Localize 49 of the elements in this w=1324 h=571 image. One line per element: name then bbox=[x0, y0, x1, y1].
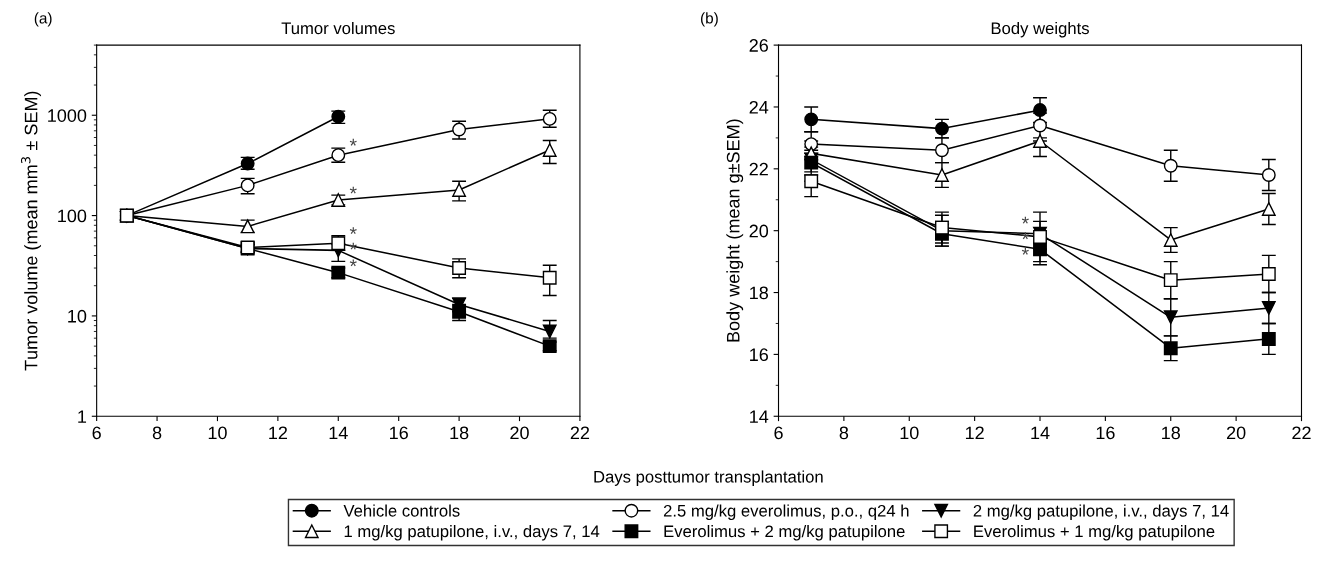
legend-label: Everolimus + 2 mg/kg patupilone bbox=[664, 525, 905, 541]
x-tick-label: 6 bbox=[92, 426, 101, 440]
x-tick-label: 20 bbox=[1226, 426, 1246, 440]
x-tick-label: 12 bbox=[269, 426, 288, 440]
annotation: * bbox=[349, 259, 357, 267]
annotation: * bbox=[1021, 232, 1029, 240]
y-tick-label: 100 bbox=[58, 209, 87, 223]
x-tick-label: 22 bbox=[570, 426, 590, 440]
x-tick-label: 10 bbox=[208, 426, 227, 440]
x-tick-label: 14 bbox=[1031, 426, 1050, 440]
y-axis-title: Body weight (mean g±SEM) bbox=[726, 119, 744, 342]
x-tick-label: 6 bbox=[774, 426, 783, 440]
x-tick-label: 18 bbox=[1162, 426, 1180, 440]
legend-label: Vehicle controls bbox=[343, 504, 460, 517]
x-tick-label: 16 bbox=[1096, 426, 1115, 440]
x-tick-label: 14 bbox=[329, 426, 348, 440]
chart-title: Body weights bbox=[991, 21, 1089, 38]
y-tick-label: 16 bbox=[750, 348, 768, 362]
y-tick-label: 24 bbox=[749, 100, 769, 114]
x-axis-title: Days posttumor transplantation bbox=[594, 470, 823, 486]
y-tick-label: 1000 bbox=[48, 109, 87, 122]
x-tick-label: 18 bbox=[450, 426, 469, 440]
x-tick-label: 8 bbox=[839, 426, 849, 440]
x-tick-label: 20 bbox=[510, 426, 529, 440]
x-tick-label: 10 bbox=[900, 426, 919, 440]
chart-title: Tumor volumes bbox=[281, 21, 395, 35]
y-tick-label: 26 bbox=[749, 39, 768, 52]
annotation: * bbox=[349, 227, 357, 234]
y-tick-label: 22 bbox=[749, 162, 768, 176]
legend-label: Everolimus + 1 mg/kg patupilone bbox=[974, 525, 1215, 541]
annotation: * bbox=[1021, 247, 1029, 255]
legend-label: 2.5 mg/kg everolimus, p.o., q24 h bbox=[663, 504, 909, 520]
y-tick-label: 14 bbox=[750, 410, 769, 423]
text: (b) bbox=[701, 12, 718, 27]
x-tick-label: 16 bbox=[390, 426, 408, 440]
y-tick-label: 10 bbox=[68, 309, 87, 323]
x-tick-label: 8 bbox=[152, 426, 162, 440]
y-tick-label: 20 bbox=[749, 224, 769, 238]
y-tick-label: 18 bbox=[750, 286, 769, 300]
text: (a) bbox=[34, 12, 52, 27]
annotation: * bbox=[349, 186, 357, 194]
x-tick-label: 22 bbox=[1292, 426, 1311, 440]
y-axis-title: Tumor volume (mean mm$^{3}$ ± SEM) bbox=[20, 91, 42, 371]
legend-label: 1 mg/kg patupilone, i.v., days 7, 14 bbox=[344, 525, 600, 541]
annotation: * bbox=[1021, 216, 1029, 224]
x-tick-label: 12 bbox=[965, 426, 984, 440]
y-tick-label: 1 bbox=[78, 410, 87, 423]
legend-label: 2 mg/kg patupilone, i.v., days 7, 14 bbox=[973, 504, 1229, 520]
annotation: * bbox=[349, 138, 357, 146]
